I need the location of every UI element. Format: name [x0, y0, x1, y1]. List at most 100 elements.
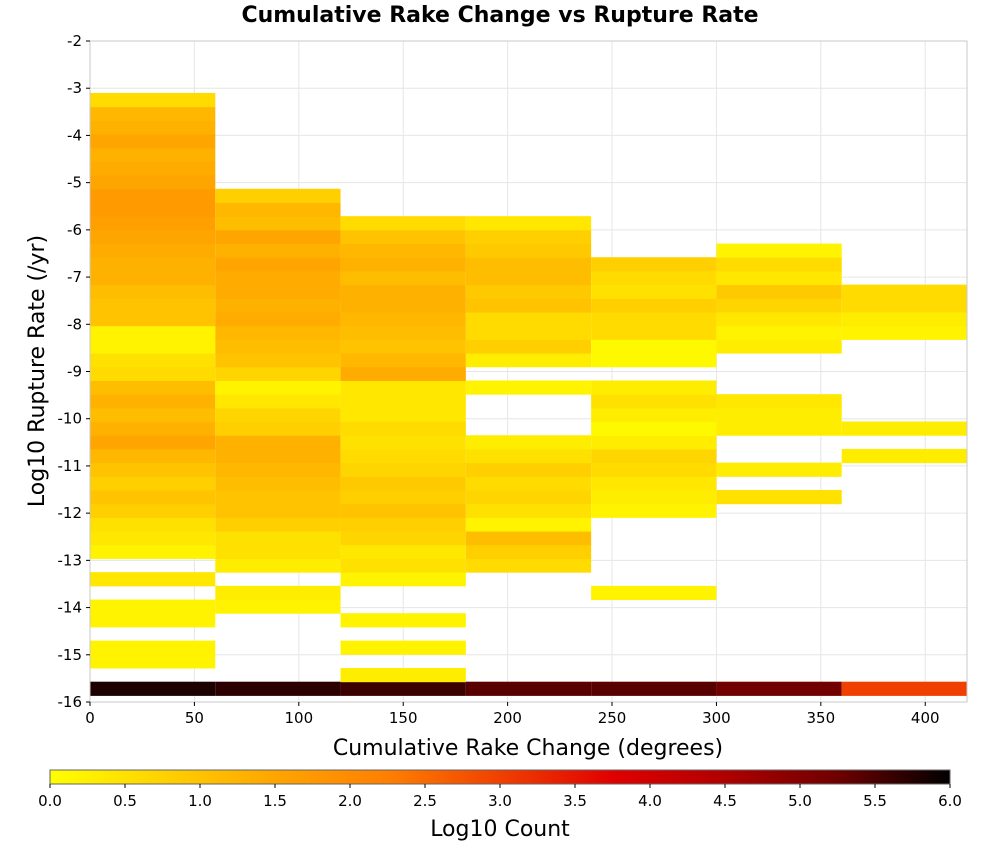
heatmap-cell — [90, 120, 216, 135]
heatmap-cell — [90, 503, 216, 518]
heatmap-cell — [340, 681, 466, 696]
heatmap-cell — [215, 229, 341, 245]
heatmap-cell — [340, 490, 466, 505]
heatmap-cell — [215, 339, 341, 354]
heatmap-cell — [215, 448, 341, 464]
heatmap-cell — [465, 380, 592, 395]
heatmap-cell — [215, 325, 341, 340]
heatmap-cell — [340, 421, 466, 436]
heatmap-cells — [90, 92, 967, 696]
heatmap-cell — [90, 380, 216, 395]
y-tick-label: -4 — [67, 126, 82, 144]
heatmap-cell — [465, 462, 592, 477]
heatmap-cell — [465, 298, 592, 313]
heatmap-cell — [90, 531, 216, 546]
y-tick-label: -11 — [58, 457, 83, 475]
heatmap-cell — [340, 476, 466, 491]
heatmap-cell — [591, 681, 717, 696]
heatmap-cell — [215, 558, 341, 573]
heatmap-cell — [215, 312, 341, 327]
colorbar-tick-label: 6.0 — [938, 792, 962, 810]
heatmap-cell — [591, 270, 717, 286]
heatmap-cell — [90, 270, 216, 286]
heatmap-cell — [465, 490, 592, 505]
heatmap-cell — [591, 353, 717, 368]
heatmap-cell — [340, 448, 466, 464]
heatmap-cell — [591, 394, 717, 409]
heatmap-cell — [465, 270, 592, 286]
heatmap-cell — [90, 421, 216, 436]
heatmap-cell — [465, 558, 592, 573]
heatmap-cell — [215, 298, 341, 313]
heatmap-cell — [340, 284, 466, 299]
heatmap-cell — [841, 681, 967, 696]
heatmap-cell — [716, 257, 842, 272]
heatmap-cell — [340, 531, 466, 546]
heatmap-cell — [340, 312, 466, 327]
heatmap-cell — [215, 435, 341, 450]
heatmap-cell — [716, 462, 842, 477]
heatmap-cell — [340, 257, 466, 272]
heatmap-cell — [465, 339, 592, 354]
heatmap-cell — [841, 421, 967, 436]
heatmap-cell — [841, 298, 967, 313]
heatmap-cell — [340, 366, 466, 381]
x-tick-label: 350 — [807, 709, 836, 727]
colorbar-tick-label: 5.5 — [863, 792, 887, 810]
heatmap-cell — [716, 421, 842, 436]
heatmap-cell — [340, 572, 466, 587]
colorbar-tick-label: 1.5 — [263, 792, 287, 810]
heatmap-cell — [215, 476, 341, 491]
heatmap-cell — [215, 270, 341, 286]
heatmap-cell — [465, 243, 592, 258]
heatmap-cell — [90, 147, 216, 162]
heatmap-cell — [90, 339, 216, 354]
x-tick-label: 200 — [493, 709, 522, 727]
colorbar-tick-label: 0.5 — [113, 792, 137, 810]
heatmap-cell — [716, 407, 842, 423]
heatmap-cell — [90, 640, 216, 655]
heatmap-cell — [465, 325, 592, 340]
heatmap-cell — [90, 517, 216, 532]
heatmap-cell — [591, 476, 717, 491]
heatmap-cell — [340, 270, 466, 286]
heatmap-cell — [465, 312, 592, 327]
heatmap-cell — [716, 298, 842, 313]
heatmap-cell — [591, 284, 717, 299]
chart-title: Cumulative Rake Change vs Rupture Rate — [241, 3, 758, 28]
heatmap-cell — [90, 161, 216, 176]
colorbar — [49, 769, 951, 785]
heatmap-cell — [90, 216, 216, 231]
heatmap-cell — [716, 325, 842, 340]
heatmap-cell — [90, 134, 216, 149]
colorbar-tick-label: 3.5 — [563, 792, 587, 810]
heatmap-cell — [90, 229, 216, 245]
heatmap-cell — [340, 339, 466, 354]
heatmap-cell — [465, 216, 592, 231]
heatmap-cell — [340, 353, 466, 368]
heatmap-cell — [591, 448, 717, 464]
heatmap-cell — [340, 229, 466, 245]
heatmap-cell — [90, 681, 216, 696]
heatmap-cell — [841, 448, 967, 464]
heatmap-cell — [591, 421, 717, 436]
heatmap-cell — [591, 585, 717, 601]
heatmap-cell — [215, 202, 341, 217]
heatmap-cell — [591, 503, 717, 518]
heatmap-cell — [90, 394, 216, 409]
heatmap-cell — [90, 106, 216, 121]
x-tick-label: 0 — [85, 709, 95, 727]
heatmap-cell — [591, 435, 717, 450]
x-tick-label: 250 — [598, 709, 627, 727]
heatmap-cell — [215, 517, 341, 532]
heatmap-cell — [90, 92, 216, 108]
y-tick-label: -2 — [67, 32, 82, 50]
y-tick-label: -16 — [58, 693, 83, 711]
heatmap-cell — [90, 188, 216, 203]
heatmap-cell — [215, 531, 341, 546]
heatmap-cell — [340, 544, 466, 559]
heatmap-cell — [340, 380, 466, 395]
heatmap-cell — [465, 517, 592, 532]
heatmap-cell — [340, 613, 466, 628]
